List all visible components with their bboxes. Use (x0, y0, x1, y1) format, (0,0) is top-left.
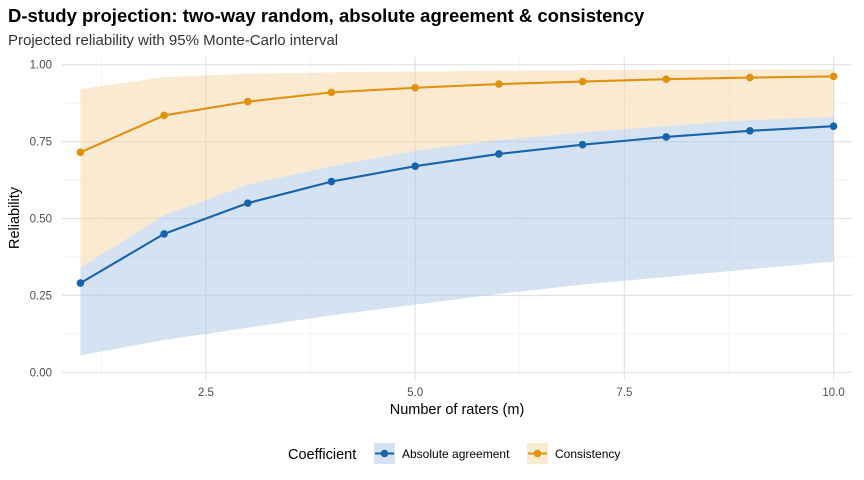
series-lines (79, 75, 834, 285)
data-point-absolute-agreement (76, 279, 85, 287)
x-tick-label: 5.0 (407, 387, 423, 399)
data-point-consistency (327, 88, 336, 97)
chart-subtitle: Projected reliability with 95% Monte-Car… (8, 32, 339, 49)
data-point-absolute-agreement (495, 150, 503, 158)
data-point-consistency (746, 73, 754, 82)
interval-band-consistency (80, 69, 834, 268)
series-line-consistency (79, 75, 834, 154)
data-point-absolute-agreement (746, 127, 754, 135)
interval-band-absolute-agreement (80, 116, 834, 356)
data-point-consistency (578, 77, 587, 86)
data-point-consistency (76, 148, 85, 157)
data-point-consistency (495, 80, 503, 88)
legend-key-point-absolute-agreement (380, 449, 389, 458)
data-point-consistency (662, 75, 671, 83)
series-line-absolute-agreement (79, 125, 834, 285)
data-point-absolute-agreement (243, 199, 252, 207)
y-tick-label: 0.00 (30, 367, 52, 379)
interval-bands (80, 69, 834, 356)
data-point-consistency (243, 97, 252, 106)
data-point-absolute-agreement (160, 230, 168, 238)
x-axis-title: Number of raters (m) (390, 402, 525, 418)
y-tick-label: 0.50 (30, 214, 52, 226)
data-point-absolute-agreement (829, 122, 838, 131)
data-point-absolute-agreement (411, 162, 419, 171)
legend: Coefficient Absolute agreement Consistenc… (288, 443, 620, 464)
legend-label-consistency: Consistency (555, 447, 620, 461)
x-tick-label: 10.0 (822, 387, 844, 399)
data-point-consistency (160, 111, 168, 120)
x-tick-label: 2.5 (198, 387, 214, 399)
x-tick-label: 7.5 (616, 387, 632, 399)
legend-label-absolute-agreement: Absolute agreement (402, 447, 510, 461)
data-point-absolute-agreement (578, 140, 587, 149)
y-axis-title: Reliability (7, 186, 23, 249)
legend-title: Coefficient (288, 447, 356, 463)
legend-key-point-consistency (533, 449, 542, 458)
tick-labels: 2.5 5.0 7.5 10.0 0.00 0.25 0.50 0.75 1.00 (30, 60, 845, 399)
y-tick-label: 0.25 (30, 290, 52, 302)
data-point-consistency (411, 83, 419, 92)
y-tick-label: 1.00 (30, 60, 52, 72)
series-points (76, 72, 838, 287)
data-point-absolute-agreement (327, 177, 336, 186)
chart-title: D-study projection: two-way random, abso… (8, 5, 645, 26)
data-point-absolute-agreement (662, 133, 671, 141)
y-tick-label: 0.75 (30, 137, 52, 149)
data-point-consistency (829, 72, 838, 81)
